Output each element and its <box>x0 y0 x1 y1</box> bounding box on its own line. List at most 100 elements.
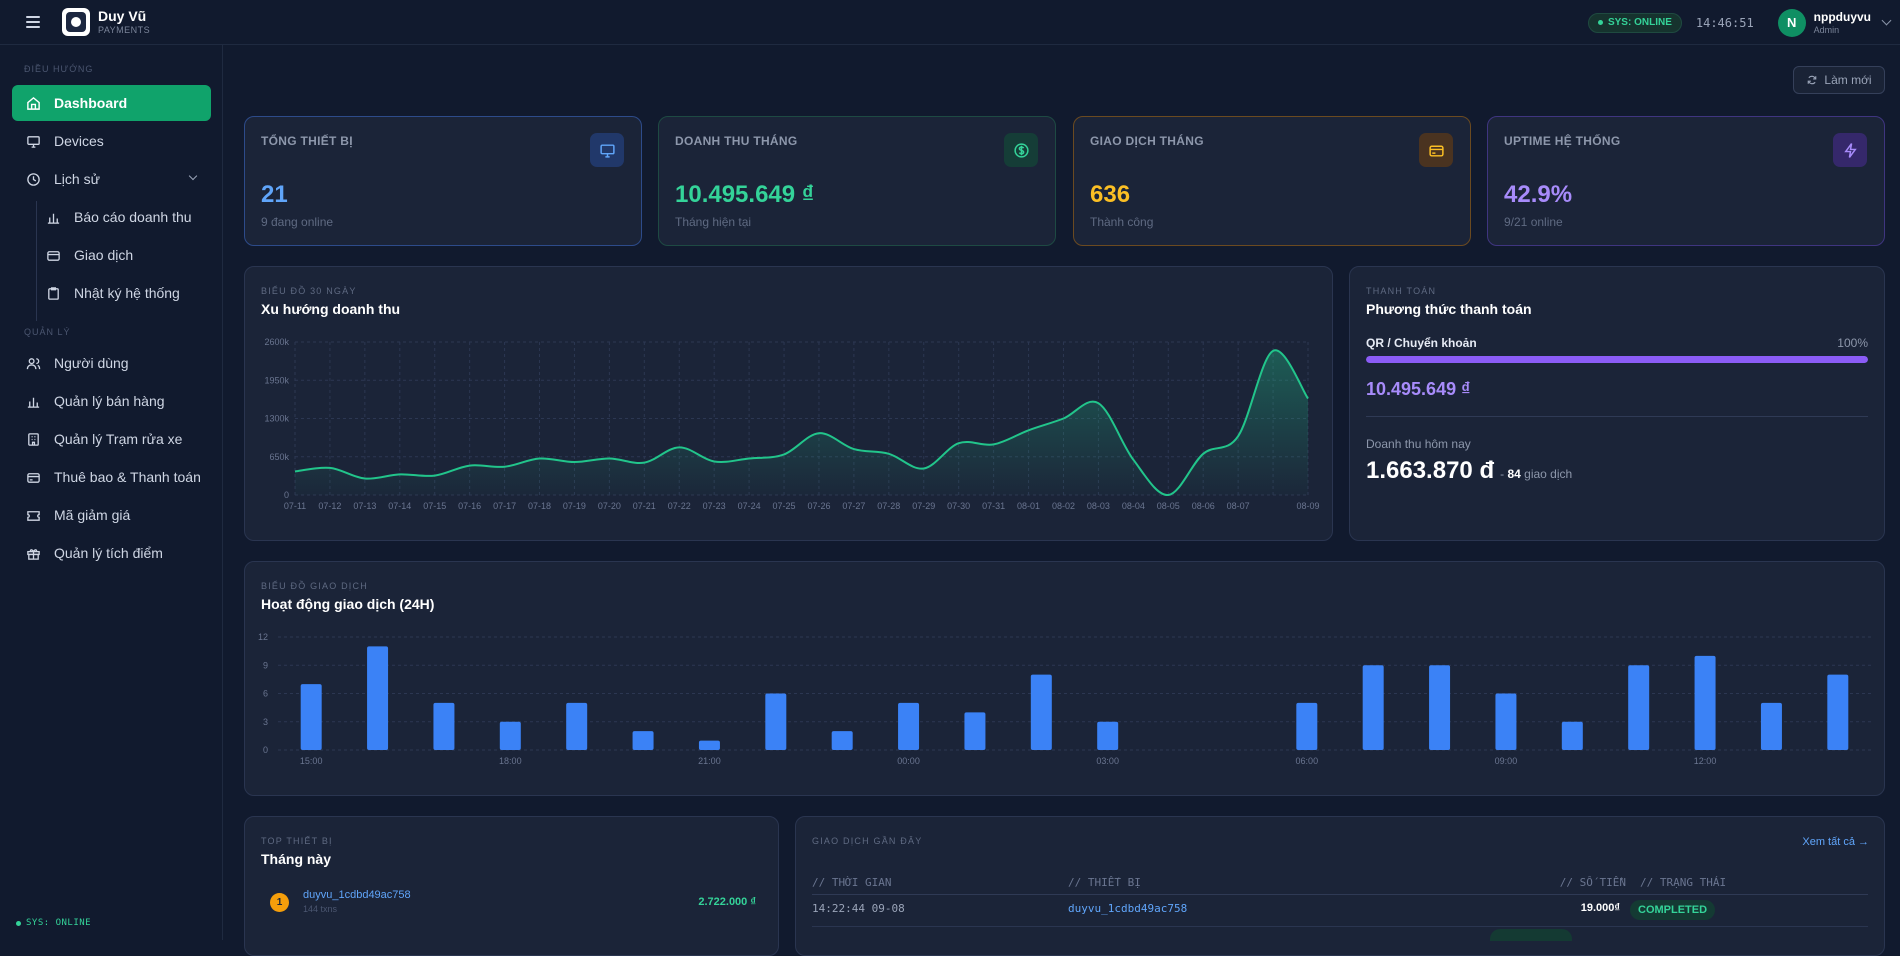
bar <box>367 646 388 750</box>
sidebar-item-dashboard[interactable]: Dashboard <box>12 85 211 121</box>
payment-method-name: QR / Chuyển khoản <box>1366 336 1477 350</box>
sidebar-section-nav: ĐIỀU HƯỚNG <box>0 64 93 74</box>
sidebar-item-sales[interactable]: Quản lý bán hàng <box>12 383 211 419</box>
stat-card-revenue: DOANH THU THÁNG 10.495.649 ₫ Tháng hiện … <box>658 116 1056 246</box>
x-tick-label: 08-05 <box>1157 501 1180 511</box>
today-tx-suffix: giao dịch <box>1524 467 1572 481</box>
bar <box>1695 656 1716 750</box>
y-tick-label: 3 <box>263 717 268 727</box>
bar <box>633 731 654 750</box>
brand: Duy Vũ PAYMENTS <box>98 9 150 35</box>
sidebar-item-label: Quản lý tích điểm <box>54 545 163 561</box>
gift-icon <box>25 545 41 561</box>
sidebar-item-loyalty[interactable]: Quản lý tích điểm <box>12 535 211 571</box>
ticket-icon <box>25 507 41 523</box>
device-name[interactable]: duyvu_1cdbd49ac758 <box>303 890 411 901</box>
panel-title: Tháng này <box>261 851 331 867</box>
sidebar-item-label: Báo cáo doanh thu <box>74 209 192 225</box>
monitor-icon <box>25 133 41 149</box>
sidebar-item-label: Quản lý Trạm rửa xe <box>54 431 182 447</box>
cell-device[interactable]: duyvu_1cdbd49ac758 <box>1068 902 1187 915</box>
sidebar-item-transactions[interactable]: Giao dịch <box>46 240 133 270</box>
menu-icon[interactable] <box>26 16 40 28</box>
x-tick-label: 07-16 <box>458 501 481 511</box>
sidebar-item-users[interactable]: Người dùng <box>12 345 211 381</box>
y-tick-label: 12 <box>258 632 268 642</box>
sidebar-section-manage: QUẢN LÝ <box>0 327 71 337</box>
bar-chart-icon <box>25 393 41 409</box>
system-status-badge: SYS: ONLINE <box>1588 13 1682 33</box>
bar <box>832 731 853 750</box>
status-dot-icon <box>16 921 21 926</box>
x-tick-label: 07-21 <box>633 501 656 511</box>
y-tick-label: 650k <box>269 452 289 462</box>
x-tick-label: 21:00 <box>698 756 721 766</box>
bar <box>566 703 587 750</box>
today-revenue: 1.663.870 đ - 84 giao dịch <box>1366 457 1572 485</box>
user-role: Admin <box>1814 26 1871 35</box>
sidebar-item-label: Mã giảm giá <box>54 507 130 523</box>
sidebar-item-label: Thuê bao & Thanh toán <box>54 469 201 485</box>
refresh-button[interactable]: Làm mới <box>1793 66 1885 94</box>
brand-subtitle: PAYMENTS <box>98 26 150 35</box>
sidebar-item-system-log[interactable]: Nhật ký hệ thống <box>46 278 180 308</box>
sidebar-item-revenue-report[interactable]: Báo cáo doanh thu <box>46 202 192 232</box>
today-revenue-label: Doanh thu hôm nay <box>1366 437 1471 451</box>
sidebar-item-devices[interactable]: Devices <box>12 123 211 159</box>
x-tick-label: 07-17 <box>493 501 516 511</box>
table-row[interactable]: 14:22:44 09-08 duyvu_1cdbd49ac758 19.000… <box>812 895 1868 927</box>
rank-badge: 1 <box>270 893 289 912</box>
x-tick-label: 07-18 <box>528 501 551 511</box>
y-tick-label: 6 <box>263 689 268 699</box>
see-all-link[interactable]: Xem tất cả → <box>1802 836 1869 848</box>
avatar[interactable]: N <box>1778 9 1806 37</box>
top-bar: Duy Vũ PAYMENTS SYS: ONLINE 14:46:51 N n… <box>0 0 1900 45</box>
chevron-down-icon[interactable] <box>1882 16 1892 26</box>
y-tick-label: 1950k <box>264 375 289 385</box>
cell-time: 14:22:44 09-08 <box>812 902 905 915</box>
payment-progress-bar <box>1366 356 1868 363</box>
x-tick-label: 08-01 <box>1017 501 1040 511</box>
bar <box>1562 722 1583 750</box>
user-menu[interactable]: nppduyvu Admin <box>1814 11 1871 35</box>
payment-method-amount: 10.495.649 ₫ <box>1366 379 1470 400</box>
sidebar-item-label: Devices <box>54 133 104 149</box>
x-tick-label: 08-06 <box>1192 501 1215 511</box>
username: nppduyvu <box>1814 11 1871 23</box>
bar <box>1761 703 1782 750</box>
bar <box>1363 665 1384 750</box>
chevron-down-icon[interactable] <box>189 172 197 180</box>
column-header-device: // THIẾT BỊ <box>1068 876 1141 889</box>
x-tick-label: 07-24 <box>738 501 761 511</box>
stat-value: 636 <box>1090 181 1130 209</box>
status-badge: COMPLETED <box>1630 900 1715 920</box>
y-tick-label: 0 <box>263 745 268 755</box>
today-tx-prefix: - <box>1500 467 1504 481</box>
x-tick-label: 07-11 <box>284 501 306 511</box>
credit-card-icon <box>1419 133 1453 167</box>
bar <box>1495 694 1516 751</box>
sidebar-item-car-wash[interactable]: Quản lý Trạm rửa xe <box>12 421 211 457</box>
column-header-status: // TRẠNG THÁI <box>1640 876 1726 889</box>
sidebar-item-subscriptions[interactable]: Thuê bao & Thanh toán <box>12 459 211 495</box>
stat-card-uptime: UPTIME HỆ THỐNG 42.9% 9/21 online <box>1487 116 1885 246</box>
today-tx-number: 84 <box>1507 467 1520 481</box>
clock-icon <box>25 171 41 187</box>
system-status-text: SYS: ONLINE <box>1608 17 1672 28</box>
clock: 14:46:51 <box>1696 16 1754 30</box>
refresh-icon <box>1806 74 1818 86</box>
x-tick-label: 07-22 <box>668 501 691 511</box>
clipboard-icon <box>46 285 62 301</box>
sidebar-item-label: Quản lý bán hàng <box>54 393 165 409</box>
bar <box>1628 665 1649 750</box>
sidebar-item-coupons[interactable]: Mã giảm giá <box>12 497 211 533</box>
x-tick-label: 12:00 <box>1694 756 1717 766</box>
sidebar-item-history[interactable]: Lịch sử <box>12 161 211 197</box>
device-txn-count: 144 txns <box>303 905 411 914</box>
list-item[interactable]: 1 duyvu_1cdbd49ac758 144 txns 2.722.000 … <box>261 884 762 920</box>
x-tick-label: 07-19 <box>563 501 586 511</box>
panel-eyebrow: THANH TOÁN <box>1366 286 1436 296</box>
x-tick-label: 08-03 <box>1087 501 1110 511</box>
